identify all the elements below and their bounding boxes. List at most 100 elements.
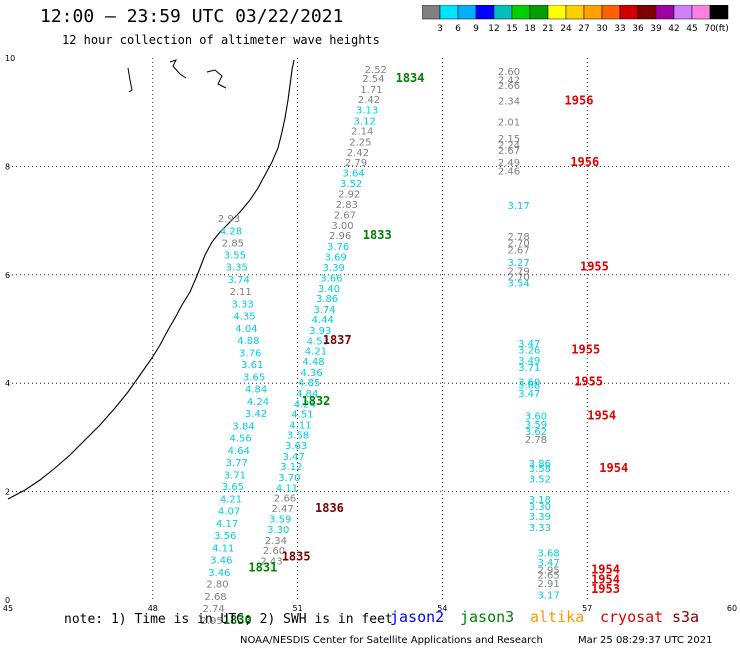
y-tick-label: 10: [5, 54, 15, 63]
wave-height-value: 2.60: [498, 67, 520, 78]
colorbar-label: 27: [578, 24, 589, 34]
pass-time-label: 1955: [580, 260, 609, 274]
wave-height-value: 4.21: [305, 347, 327, 358]
colorbar-label: 12: [488, 24, 499, 34]
wave-height-value: 3.76: [327, 242, 349, 253]
wave-height-value: 4.11: [212, 543, 234, 554]
pass-time-label: 1836: [315, 501, 344, 515]
wave-height-value: 3.71: [224, 470, 246, 481]
wave-height-value: 3.30: [529, 502, 551, 513]
colorbar-unit: (ft): [715, 24, 729, 34]
wave-height-value: 3.39: [529, 512, 551, 523]
wave-height-value: 2.74: [202, 604, 224, 615]
wave-height-value: 4.53: [307, 336, 329, 347]
pass-time-label: 1834: [396, 71, 425, 85]
wave-height-value: 3.18: [529, 495, 551, 506]
wave-height-value: 3.35: [226, 263, 248, 274]
wave-height-value: 4.44: [312, 315, 334, 326]
wave-height-value: 3.68: [518, 380, 540, 391]
pass-time-label: 1835: [282, 550, 311, 564]
wave-height-value: 2.42: [347, 148, 369, 159]
map-title: 12:00 – 23:59 UTC 03/22/2021: [40, 6, 344, 27]
wave-height-value: 2.14: [351, 127, 373, 138]
wave-height-value: 3.17: [537, 591, 559, 602]
wave-height-value: 4.21: [220, 495, 242, 506]
wave-height-value: 3.13: [356, 105, 378, 116]
wave-height-value: 3.76: [239, 348, 261, 359]
wave-height-value: 3.55: [224, 251, 246, 262]
wave-height-value: 3.54: [508, 278, 530, 289]
wave-height-value: 4.56: [230, 433, 252, 444]
wave-height-value: 3.00: [331, 221, 353, 232]
wave-height-value: 2.70: [508, 238, 530, 249]
wave-height-value: 3.60: [525, 412, 547, 423]
wave-height-value: 2.52: [365, 65, 387, 76]
wave-height-value: 3.70: [278, 473, 300, 484]
wave-height-value: 3.59: [269, 515, 291, 526]
colorbar-label: 39: [650, 24, 662, 34]
x-tick-label: 57: [582, 604, 592, 613]
wave-height-value: 3.71: [518, 363, 540, 374]
pass-time-label: 1954: [599, 461, 628, 475]
colorbar-label: 45: [686, 24, 697, 34]
pass-time-label: 1954: [591, 563, 620, 577]
wave-height-value: 2.83: [336, 200, 358, 211]
wave-height-value: 4.88: [237, 336, 259, 347]
wave-height-value: 4.04: [235, 324, 257, 335]
wave-height-value: 3.40: [318, 284, 340, 295]
wave-height-value: 2.95: [537, 566, 559, 577]
pass-time-label: 1955: [574, 375, 603, 389]
wave-height-value: 3.12: [280, 462, 302, 473]
wave-height-value: 3.52: [529, 475, 551, 486]
legend-cryosat: cryosat: [600, 608, 664, 626]
colorbar-label: 42: [668, 24, 679, 34]
wave-height-value: 3.69: [325, 252, 347, 263]
wave-height-value: 3.86: [529, 459, 551, 470]
colorbar-label: 24: [560, 24, 572, 34]
wave-height-value: 2.47: [272, 504, 294, 515]
colorbar-label: 9: [473, 24, 479, 34]
wave-height-value: 4.17: [216, 519, 238, 530]
pass-time-label: 1830: [223, 613, 252, 627]
pass-time-label: 1954: [591, 572, 620, 586]
wave-height-value: 4.64: [228, 446, 250, 457]
wave-height-value: 2.66: [498, 81, 520, 92]
y-tick-label: 8: [5, 162, 10, 171]
note-text: note: 1) Time is in UTC; 2) SWH is in fe…: [64, 612, 393, 627]
wave-height-value: 3.33: [529, 523, 551, 534]
wave-height-value: 3.30: [267, 525, 289, 536]
colorbar-label: 36: [632, 24, 644, 34]
pass-time-label: 1955: [571, 343, 600, 357]
wave-height-value: 3.63: [285, 441, 307, 452]
pass-time-label: 1953: [591, 582, 620, 596]
wave-height-value: 3.27: [508, 258, 530, 269]
pass-time-label: 1833: [363, 228, 392, 242]
wave-height-value: 3.59: [525, 420, 547, 431]
pass-time-label: 1831: [248, 560, 277, 574]
legend-altika: altika: [530, 608, 585, 626]
wave-height-value: 4.07: [218, 507, 240, 518]
timestamp-text: Mar 25 08:29:37 UTC 2021: [578, 635, 713, 646]
pass-time-label: 1956: [570, 155, 599, 169]
wave-height-value: 2.70: [508, 272, 530, 283]
wave-height-value: 4.28: [220, 226, 242, 237]
legend-jason2: jason2: [390, 608, 445, 626]
wave-height-value: 3.47: [518, 389, 540, 400]
wave-height-value: 3.64: [342, 168, 364, 179]
colorbar-swatch: [709, 5, 729, 20]
wave-height-value: 2.34: [265, 536, 287, 547]
wave-height-value: 3.62: [525, 427, 547, 438]
x-tick-label: 54: [437, 604, 447, 613]
island: [206, 69, 227, 89]
wave-height-value: 2.24: [498, 141, 520, 152]
wave-height-value: 2.60: [263, 546, 285, 557]
wave-height-value: 3.60: [518, 378, 540, 389]
wave-height-value: 3.47: [537, 558, 559, 569]
wave-height-value: 2.67: [508, 245, 530, 256]
wave-height-value: 3.84: [232, 421, 254, 432]
wave-height-value: 2.95: [201, 616, 223, 627]
wave-height-value: 4.51: [291, 410, 313, 421]
colorbar-label: 15: [506, 24, 517, 34]
wave-height-value: 3.52: [340, 179, 362, 190]
